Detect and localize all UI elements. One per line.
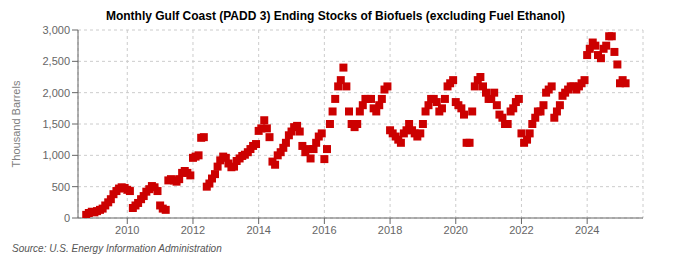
- svg-text:2018: 2018: [378, 224, 402, 236]
- svg-text:2024: 2024: [575, 224, 599, 236]
- svg-text:3,000: 3,000: [42, 24, 70, 36]
- svg-text:2020: 2020: [444, 224, 468, 236]
- svg-text:2022: 2022: [509, 224, 533, 236]
- svg-text:2,000: 2,000: [42, 87, 70, 99]
- svg-text:2016: 2016: [312, 224, 336, 236]
- html-text:Source: U.S. Energy Informatio: Source: U.S. Energy Information Administ…: [12, 243, 222, 254]
- svg-text:2,500: 2,500: [42, 55, 70, 67]
- svg-text:500: 500: [52, 181, 70, 193]
- html-text:Monthly Gulf Coast (PADD 3) En: Monthly Gulf Coast (PADD 3) Ending Stock…: [105, 9, 566, 23]
- svg-text:Thousand Barrels: Thousand Barrels: [10, 80, 22, 167]
- svg-text:2014: 2014: [246, 224, 270, 236]
- svg-text:2012: 2012: [181, 224, 205, 236]
- svg-text:2010: 2010: [115, 224, 139, 236]
- svg-text:1,000: 1,000: [42, 149, 70, 161]
- svg-text:1,500: 1,500: [42, 118, 70, 130]
- svg-text:0: 0: [64, 212, 70, 224]
